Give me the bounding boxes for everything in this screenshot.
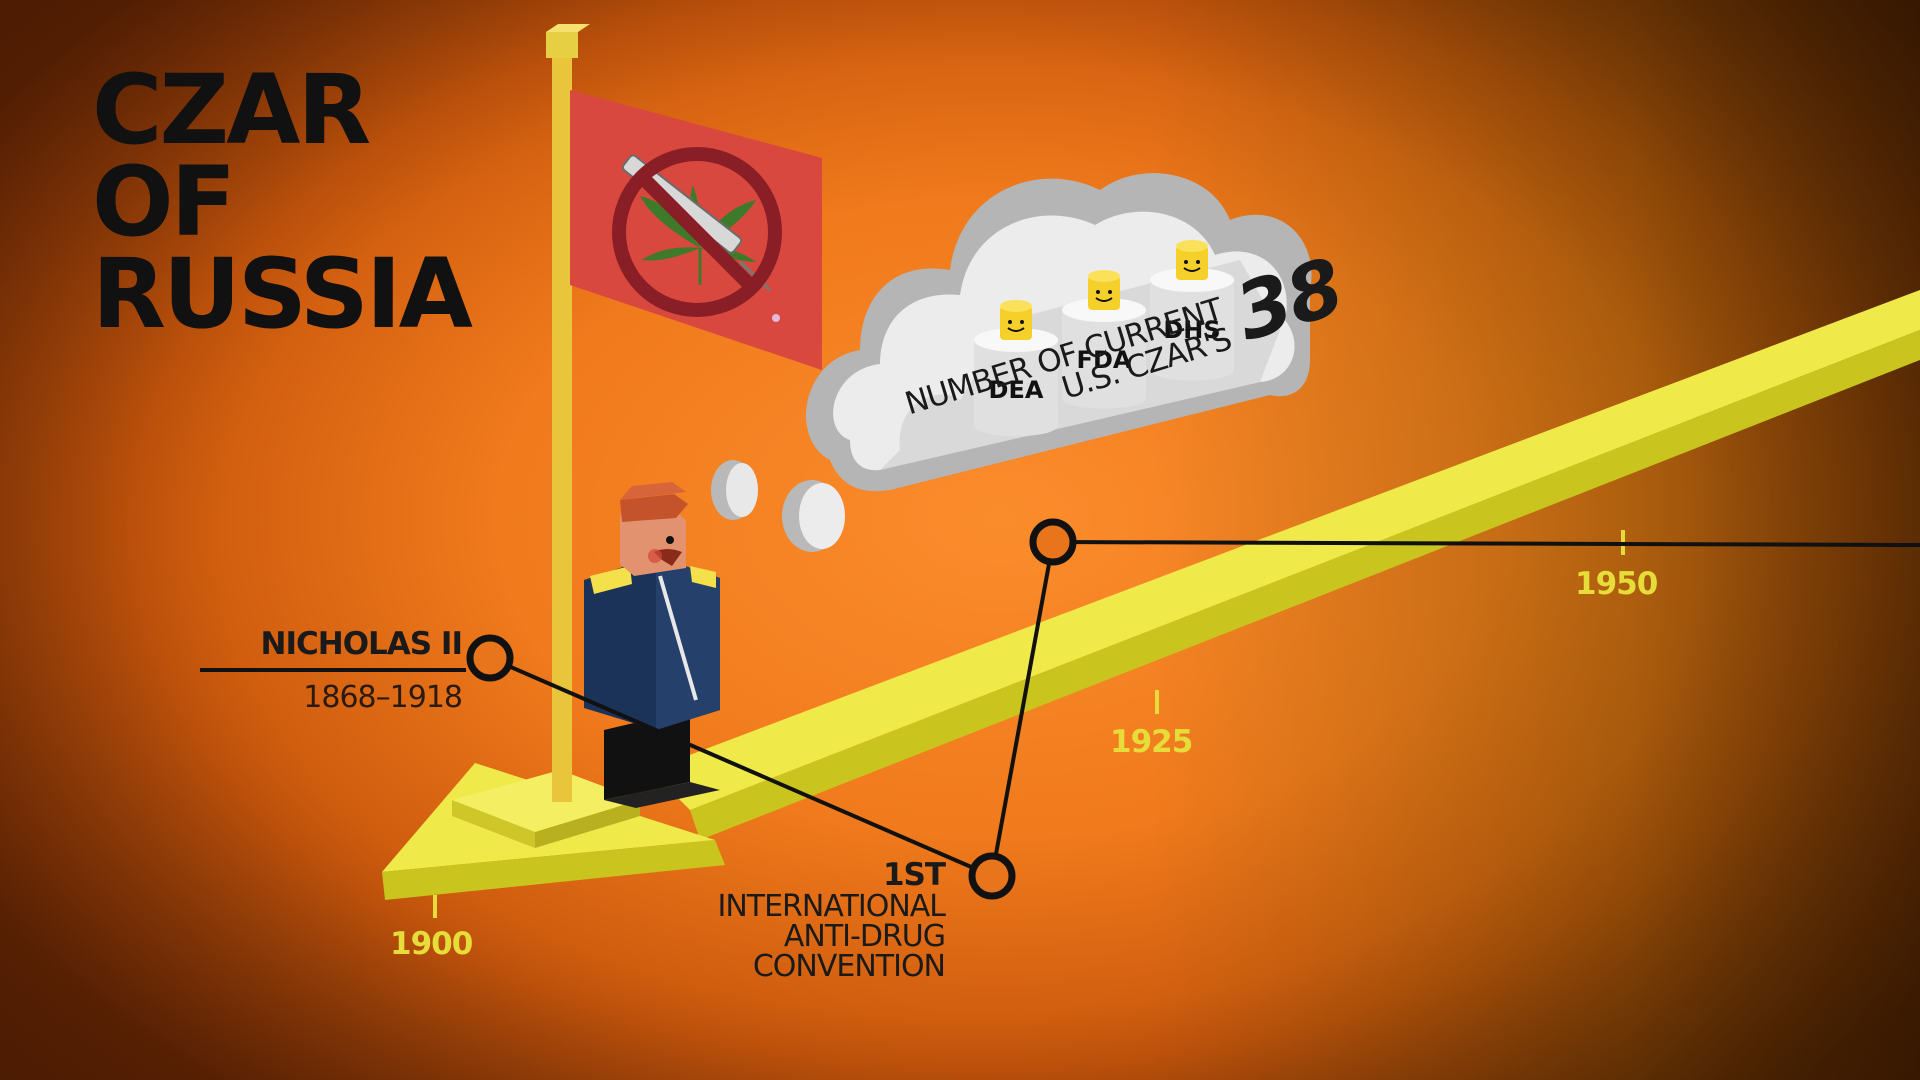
marker-nicholas [466,634,514,682]
marker-convention [968,852,1016,900]
prohibited-sign-icon [612,147,782,317]
jar-dhs: DHS [1150,240,1234,381]
agency-label-dhs: DHS [1163,316,1220,344]
title-line-1: CZAR [92,54,371,166]
marker-stat [1029,518,1077,566]
flag-pole [546,24,590,802]
flag-base [452,770,640,848]
czar-count-value: 38 [1225,242,1353,359]
event-ordinal: 1ST [882,857,946,893]
event-line-1: INTERNATIONAL [717,889,946,924]
person-years: 1868–1918 [303,680,463,715]
person-name: NICHOLAS II [260,626,463,662]
connector-nicholas-convention [489,656,993,878]
stat-baseline [1052,540,1920,547]
year-label-1925: 1925 [1110,724,1193,760]
title-line-3: RUSSIA [92,238,473,350]
title-line-2: OF [92,146,236,258]
event-line-3: CONVENTION [752,949,946,984]
jar-fda: FDA [1062,270,1146,409]
event-label: 1ST INTERNATIONAL ANTI-DRUG CONVENTION [560,857,946,984]
year-label-1950: 1950 [1575,566,1658,602]
agency-label-fda: FDA [1077,346,1132,374]
agency-label-dea: DEA [989,376,1044,404]
page-title: CZAR OF RUSSIA [92,54,473,350]
event-line-2: ANTI-DRUG [783,919,946,954]
czar-figure [584,482,720,808]
year-label-1900: 1900 [390,926,473,962]
connector-convention-stat [990,541,1055,877]
thought-bubble-small [711,460,845,552]
anti-drug-flag [570,90,822,370]
jar-dea: DEA [974,300,1058,437]
